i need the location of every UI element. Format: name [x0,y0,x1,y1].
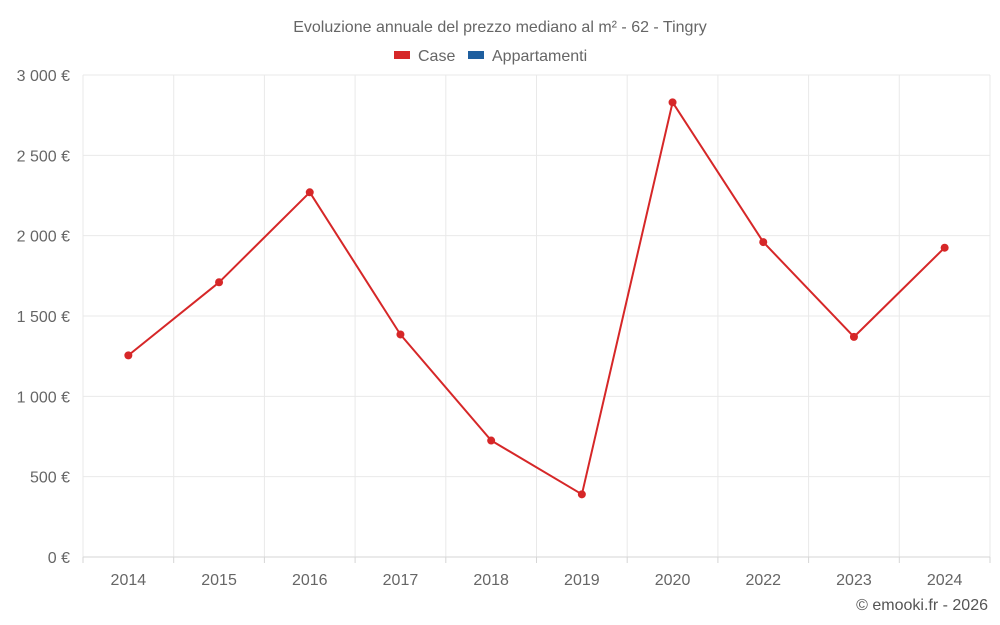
x-tick-label: 2015 [201,572,237,589]
x-tick-label: 2024 [927,572,963,589]
y-tick-label: 1 500 € [17,309,70,326]
y-tick-label: 0 € [48,550,70,567]
x-tick-label: 2023 [836,572,872,589]
data-point-2018[interactable] [487,436,496,445]
data-point-2020[interactable] [668,98,677,107]
x-tick-label: 2017 [383,572,419,589]
legend-swatch-appartamenti[interactable] [468,51,484,59]
x-axis-ticks: 2014 2015 2016 2017 2018 2019 2020 2022 2023 2024 [111,572,963,589]
chart-title: Evoluzione annuale del prezzo mediano al… [293,19,707,36]
x-tick-label: 2019 [564,572,600,589]
x-tick-label: 2014 [111,572,147,589]
y-tick-label: 1 000 € [17,389,70,406]
data-point-2023[interactable] [849,332,858,341]
y-axis-ticks: 0 € 500 € 1 000 € 1 500 € 2 000 € 2 500 € 3 00… [17,68,70,567]
series-line-case [127,101,946,496]
data-point-2019[interactable] [577,490,586,499]
y-tick-label: 500 € [30,470,70,487]
y-tick-label: 2 000 € [17,229,70,246]
legend-label-case[interactable]: Case [418,48,455,65]
legend: Case Appartamenti [394,48,587,65]
data-point-2016[interactable] [305,188,314,197]
x-tick-label: 2018 [473,572,509,589]
y-tick-label: 3 000 € [17,68,70,85]
legend-label-appartamenti[interactable]: Appartamenti [492,48,587,65]
legend-swatch-case[interactable] [394,51,410,59]
axes [82,556,991,563]
x-tick-label: 2016 [292,572,328,589]
data-point-2015[interactable] [215,278,224,287]
series-case [124,98,949,499]
credit-text: © emooki.fr - 2026 [856,597,988,614]
data-point-2014[interactable] [124,351,133,360]
data-point-2024[interactable] [940,243,949,252]
y-tick-label: 2 500 € [17,148,70,165]
x-tick-label: 2020 [655,572,691,589]
data-point-2022[interactable] [759,238,768,247]
x-tick-label: 2022 [745,572,781,589]
data-point-2017[interactable] [396,330,405,339]
grid [82,74,991,557]
